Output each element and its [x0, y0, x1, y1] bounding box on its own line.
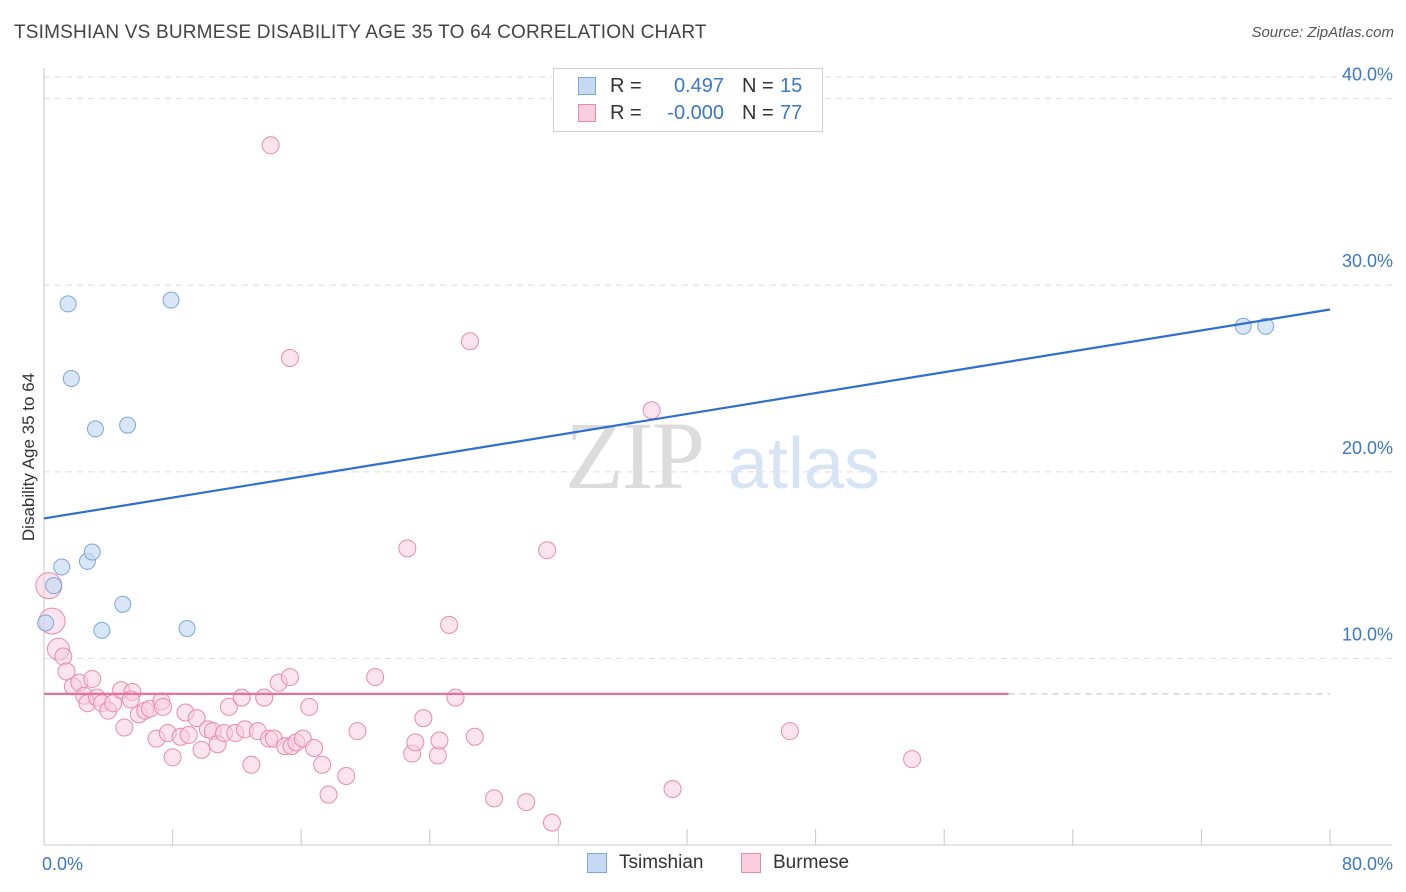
burmese-point: [280, 668, 299, 687]
burmese-point: [542, 813, 561, 832]
legend-item-burmese[interactable]: Burmese: [741, 852, 849, 874]
x-tick-label: 0.0%: [42, 854, 83, 874]
series-legend: Tsimshian Burmese: [0, 852, 1406, 878]
tsimshian-point: [1234, 317, 1252, 335]
burmese-point: [232, 688, 251, 707]
burmese-point: [663, 780, 682, 799]
burmese-point: [903, 750, 922, 769]
trend-lines: [43, 308, 1331, 695]
legend-n-label: N =: [742, 74, 774, 97]
burmese-point: [430, 731, 449, 750]
tsimshian-point: [93, 621, 111, 639]
tsimshian-point: [1257, 317, 1275, 335]
burmese-point: [153, 697, 172, 716]
tsimshian-point: [83, 543, 101, 561]
tsimshian-points: [37, 291, 1275, 639]
y-tick-label: 40.0%: [1342, 65, 1393, 85]
burmese-point: [313, 755, 332, 774]
burmese-point: [219, 697, 238, 716]
burmese-point: [440, 615, 459, 634]
legend-item-tsimshian[interactable]: Tsimshian: [587, 852, 703, 874]
tsimshian-point: [178, 620, 196, 638]
burmese-swatch: [741, 853, 761, 873]
legend-r-value: 0.497: [673, 74, 724, 97]
y-tick-label: 20.0%: [1342, 438, 1393, 458]
burmese-point: [255, 688, 274, 707]
burmese-point: [446, 688, 465, 707]
y-tick-label: 30.0%: [1342, 251, 1393, 271]
tsimshian-point: [86, 420, 104, 438]
legend-label-tsimshian: Tsimshian: [619, 852, 704, 873]
legend-n-label: N =: [742, 101, 774, 124]
watermark-zip: ZIP: [565, 402, 703, 509]
correlation-legend: R = 0.497 N = 15 R = -0.000 N = 77: [553, 68, 823, 132]
burmese-point: [538, 541, 557, 560]
burmese-point: [115, 718, 134, 737]
y-tick-label: 10.0%: [1342, 624, 1393, 644]
y-axis-label: Disability Age 35 to 64: [19, 373, 38, 541]
axes: [43, 68, 1392, 846]
burmese-point: [54, 647, 73, 666]
burmese-point: [348, 722, 367, 741]
tsimshian-point: [45, 577, 63, 595]
burmese-point: [121, 690, 140, 709]
legend-label-burmese: Burmese: [773, 852, 850, 873]
chart-title: TSIMSHIAN VS BURMESE DISABILITY AGE 35 T…: [14, 22, 707, 43]
burmese-point: [192, 740, 211, 759]
tsimshian-swatch: [578, 77, 596, 95]
legend-row-burmese: R = -0.000 N = 77: [578, 100, 802, 126]
tsimshian-point: [59, 295, 77, 313]
burmese-point: [337, 766, 356, 785]
legend-r-value: -0.000: [667, 101, 724, 124]
tsimshian-point: [162, 291, 180, 309]
burmese-point: [642, 401, 661, 420]
burmese-swatch: [578, 104, 596, 122]
burmese-point: [460, 332, 479, 351]
tsimshian-swatch: [587, 853, 607, 873]
tsimshian-point: [114, 595, 132, 613]
burmese-point: [485, 789, 504, 808]
burmese-point: [465, 727, 484, 746]
burmese-point: [300, 697, 319, 716]
legend-n-value: 15: [780, 74, 803, 97]
legend-r-label: R =: [610, 101, 642, 124]
tsimshian-point: [62, 370, 80, 388]
burmese-point: [57, 662, 76, 681]
tsimshian-point: [119, 416, 137, 434]
burmese-point: [398, 539, 417, 558]
burmese-point: [517, 793, 536, 812]
burmese-point: [305, 738, 324, 757]
burmese-point: [428, 746, 447, 765]
burmese-point: [83, 669, 102, 688]
burmese-point: [406, 733, 425, 752]
burmese-point: [242, 755, 261, 774]
burmese-point: [187, 709, 206, 728]
grid-lines: [44, 76, 1392, 659]
burmese-point: [780, 722, 799, 741]
tsimshian-point: [37, 614, 55, 632]
watermark-atlas: atlas: [728, 424, 880, 504]
source-label: Source: ZipAtlas.com: [1251, 24, 1394, 41]
axis-ticks: 10.0% 20.0% 30.0% 40.0% 0.0% 80.0%: [42, 65, 1393, 874]
burmese-point: [319, 785, 338, 804]
burmese-point: [261, 136, 280, 155]
burmese-point: [366, 668, 385, 687]
burmese-point: [414, 709, 433, 728]
legend-r-label: R =: [610, 74, 642, 97]
burmese-point: [163, 748, 182, 767]
tsimshian-trend-line: [43, 308, 1331, 520]
x-tick-label: 80.0%: [1342, 854, 1393, 874]
burmese-points: [35, 136, 922, 832]
legend-row-tsimshian: R = 0.497 N = 15: [578, 73, 802, 99]
burmese-point: [179, 725, 198, 744]
legend-n-value: 77: [780, 101, 803, 124]
tsimshian-point: [53, 558, 71, 576]
burmese-point: [280, 349, 299, 368]
